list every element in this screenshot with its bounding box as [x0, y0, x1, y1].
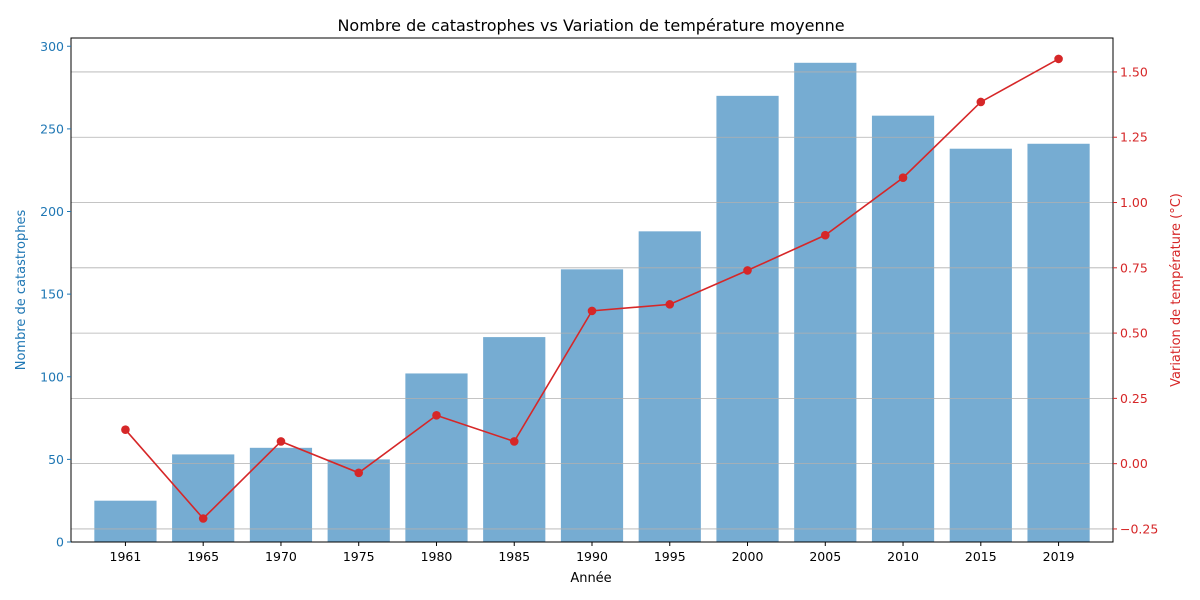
- x-tick-label-1985: 1985: [498, 549, 530, 564]
- left-y-axis-label: Nombre de catastrophes: [14, 210, 29, 371]
- temperature-point-1980: [432, 411, 441, 420]
- y-tick-label-300: 300: [40, 39, 64, 54]
- y2-tick-label-5: 1.00: [1120, 195, 1148, 210]
- y2-tick-label-0: −0.25: [1120, 521, 1158, 536]
- temperature-line-series: [121, 54, 1063, 523]
- grid-lines: [71, 71, 1113, 530]
- temperature-point-2000: [743, 266, 752, 275]
- x-tick-label-2015: 2015: [965, 549, 997, 564]
- x-tick-label-1975: 1975: [343, 549, 375, 564]
- y-tick-label-150: 150: [40, 287, 64, 302]
- y2-tick-label-7: 1.50: [1120, 64, 1148, 79]
- x-tick-label-1965: 1965: [187, 549, 219, 564]
- bar-2000: [716, 95, 779, 542]
- y-tick-label-50: 50: [48, 452, 64, 467]
- bar-1980: [405, 373, 468, 542]
- temperature-point-2010: [898, 173, 908, 183]
- bars-series: [94, 62, 1090, 543]
- right-y-axis-label: Variation de température (°C): [1169, 193, 1184, 387]
- temperature-point-1990: [587, 306, 597, 316]
- x-tick-label-1970: 1970: [265, 549, 297, 564]
- y-tick-label-100: 100: [40, 369, 64, 384]
- x-tick-label-2005: 2005: [809, 549, 841, 564]
- bar-1961: [94, 500, 157, 542]
- y2-tick-label-1: 0.00: [1120, 456, 1148, 471]
- temperature-point-1995: [665, 300, 675, 309]
- bar-2005: [794, 62, 857, 542]
- temperature-point-2015: [976, 97, 986, 107]
- x-tick-label-2019: 2019: [1043, 549, 1075, 564]
- x-tick-label-2010: 2010: [887, 549, 919, 564]
- temperature-point-2019: [1054, 54, 1063, 64]
- y2-tick-label-3: 0.50: [1120, 326, 1148, 341]
- bar-1995: [638, 231, 701, 542]
- bar-2010: [871, 115, 935, 543]
- x-axis-label: Année: [570, 571, 611, 586]
- temperature-point-1970: [276, 437, 286, 446]
- bar-2019: [1027, 143, 1090, 542]
- x-tick-label-1995: 1995: [654, 549, 686, 564]
- x-tick-label-2000: 2000: [732, 549, 764, 564]
- temperature-point-1961: [121, 425, 130, 435]
- axes: 1961 1965 1970 1975 1980 1985 1990 1995 2000 2005…: [40, 37, 1158, 564]
- temperature-point-1975: [354, 468, 364, 478]
- y-tick-label-200: 200: [40, 204, 64, 219]
- temperature-point-1985: [509, 437, 519, 446]
- y-tick-label-0: 0: [56, 535, 64, 550]
- x-tick-label-1980: 1980: [421, 549, 453, 564]
- y2-tick-label-6: 1.25: [1120, 130, 1148, 145]
- bar-2015: [949, 148, 1012, 542]
- x-tick-label-1961: 1961: [110, 549, 142, 564]
- y2-tick-label-2: 0.25: [1120, 391, 1148, 406]
- temperature-point-1965: [198, 514, 208, 523]
- temperature-point-2005: [820, 230, 830, 240]
- y-tick-label-250: 250: [40, 121, 64, 136]
- chart-title: Nombre de catastrophes vs Variation de t…: [337, 16, 844, 35]
- y2-tick-label-4: 0.75: [1120, 260, 1148, 275]
- x-tick-label-1990: 1990: [576, 549, 608, 564]
